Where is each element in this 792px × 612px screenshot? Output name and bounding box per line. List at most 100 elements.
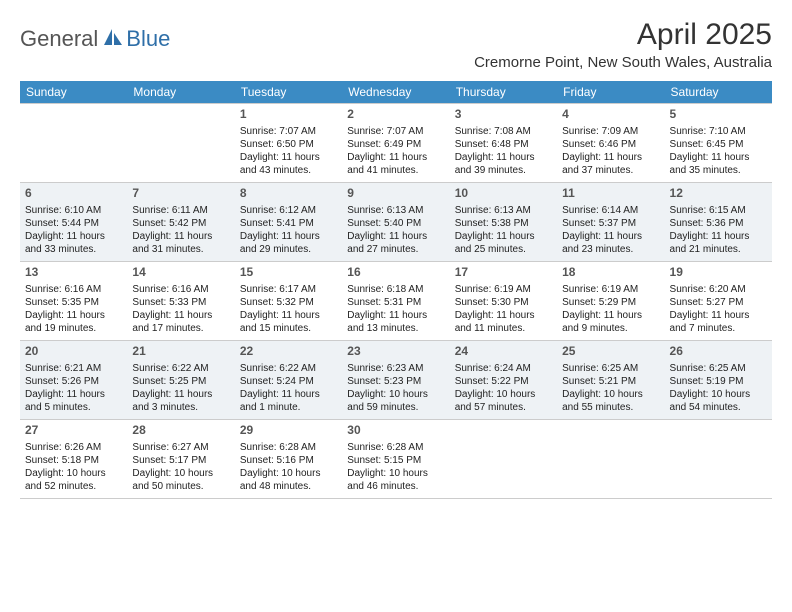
sunset-text: Sunset: 5:22 PM [455,375,552,388]
day2-text: and 21 minutes. [670,243,767,256]
sunset-text: Sunset: 5:16 PM [240,454,337,467]
logo-sail-icon [102,27,124,52]
sunset-text: Sunset: 5:25 PM [132,375,229,388]
day2-text: and 52 minutes. [25,480,122,493]
day-number: 5 [670,107,767,123]
sunset-text: Sunset: 5:21 PM [562,375,659,388]
sunrise-text: Sunrise: 6:11 AM [132,204,229,217]
calendar-cell: 3Sunrise: 7:08 AMSunset: 6:48 PMDaylight… [450,104,557,182]
day1-text: Daylight: 11 hours [240,309,337,322]
calendar-cell: 15Sunrise: 6:17 AMSunset: 5:32 PMDayligh… [235,262,342,340]
day-number: 12 [670,186,767,202]
calendar-cell: 6Sunrise: 6:10 AMSunset: 5:44 PMDaylight… [20,183,127,261]
day2-text: and 59 minutes. [347,401,444,414]
sunrise-text: Sunrise: 7:07 AM [347,125,444,138]
sunrise-text: Sunrise: 6:13 AM [347,204,444,217]
day2-text: and 23 minutes. [562,243,659,256]
day2-text: and 31 minutes. [132,243,229,256]
day2-text: and 48 minutes. [240,480,337,493]
weekday-header-row: Sunday Monday Tuesday Wednesday Thursday… [20,81,772,103]
sunset-text: Sunset: 5:17 PM [132,454,229,467]
day-number: 23 [347,344,444,360]
calendar-cell [20,104,127,182]
calendar-cell: 24Sunrise: 6:24 AMSunset: 5:22 PMDayligh… [450,341,557,419]
calendar-cell: 7Sunrise: 6:11 AMSunset: 5:42 PMDaylight… [127,183,234,261]
sunset-text: Sunset: 5:44 PM [25,217,122,230]
title-block: April 2025 Cremorne Point, New South Wal… [474,18,772,71]
sunrise-text: Sunrise: 6:28 AM [347,441,444,454]
day-number: 18 [562,265,659,281]
day1-text: Daylight: 11 hours [347,151,444,164]
day1-text: Daylight: 11 hours [455,151,552,164]
day2-text: and 57 minutes. [455,401,552,414]
day-number: 28 [132,423,229,439]
day1-text: Daylight: 11 hours [670,151,767,164]
sunrise-text: Sunrise: 6:12 AM [240,204,337,217]
sunrise-text: Sunrise: 6:16 AM [25,283,122,296]
day1-text: Daylight: 10 hours [670,388,767,401]
calendar-cell: 30Sunrise: 6:28 AMSunset: 5:15 PMDayligh… [342,420,449,498]
day1-text: Daylight: 11 hours [132,388,229,401]
day2-text: and 37 minutes. [562,164,659,177]
day-number: 3 [455,107,552,123]
day-number: 20 [25,344,122,360]
day-number: 25 [562,344,659,360]
week-row: 1Sunrise: 7:07 AMSunset: 6:50 PMDaylight… [20,103,772,183]
day1-text: Daylight: 11 hours [240,230,337,243]
day2-text: and 33 minutes. [25,243,122,256]
day2-text: and 54 minutes. [670,401,767,414]
day-number: 14 [132,265,229,281]
sunrise-text: Sunrise: 7:10 AM [670,125,767,138]
calendar-cell: 9Sunrise: 6:13 AMSunset: 5:40 PMDaylight… [342,183,449,261]
sunrise-text: Sunrise: 6:23 AM [347,362,444,375]
calendar-cell: 22Sunrise: 6:22 AMSunset: 5:24 PMDayligh… [235,341,342,419]
day2-text: and 5 minutes. [25,401,122,414]
day2-text: and 35 minutes. [670,164,767,177]
day1-text: Daylight: 10 hours [132,467,229,480]
sunrise-text: Sunrise: 6:14 AM [562,204,659,217]
header: General Blue April 2025 Cremorne Point, … [20,18,772,71]
calendar-cell: 26Sunrise: 6:25 AMSunset: 5:19 PMDayligh… [665,341,772,419]
day1-text: Daylight: 11 hours [562,309,659,322]
day1-text: Daylight: 10 hours [25,467,122,480]
day2-text: and 41 minutes. [347,164,444,177]
calendar-cell: 4Sunrise: 7:09 AMSunset: 6:46 PMDaylight… [557,104,664,182]
day1-text: Daylight: 11 hours [25,309,122,322]
sunset-text: Sunset: 5:33 PM [132,296,229,309]
weekday-thursday: Thursday [450,81,557,103]
day2-text: and 27 minutes. [347,243,444,256]
calendar-cell [557,420,664,498]
sunrise-text: Sunrise: 6:13 AM [455,204,552,217]
location-text: Cremorne Point, New South Wales, Austral… [474,54,772,71]
day2-text: and 43 minutes. [240,164,337,177]
calendar-cell: 28Sunrise: 6:27 AMSunset: 5:17 PMDayligh… [127,420,234,498]
day2-text: and 46 minutes. [347,480,444,493]
sunset-text: Sunset: 5:38 PM [455,217,552,230]
sunset-text: Sunset: 5:42 PM [132,217,229,230]
sunrise-text: Sunrise: 6:21 AM [25,362,122,375]
sunset-text: Sunset: 6:45 PM [670,138,767,151]
sunrise-text: Sunrise: 6:17 AM [240,283,337,296]
calendar-cell: 2 Sunrise: 7:07 AMSunset: 6:49 PMDaylight… [342,104,449,182]
day-number: 17 [455,265,552,281]
calendar-cell: 13Sunrise: 6:16 AMSunset: 5:35 PMDayligh… [20,262,127,340]
sunset-text: Sunset: 5:23 PM [347,375,444,388]
sunset-text: Sunset: 5:40 PM [347,217,444,230]
sunrise-text: Sunrise: 6:26 AM [25,441,122,454]
sunset-text: Sunset: 5:41 PM [240,217,337,230]
weekday-friday: Friday [557,81,664,103]
day2-text: and 13 minutes. [347,322,444,335]
calendar-cell: 25Sunrise: 6:25 AMSunset: 5:21 PMDayligh… [557,341,664,419]
day-number: 2 [347,107,444,123]
day-number: 21 [132,344,229,360]
sunset-text: Sunset: 6:49 PM [347,138,444,151]
sunset-text: Sunset: 6:46 PM [562,138,659,151]
day-number: 4 [562,107,659,123]
day-number: 1 [240,107,337,123]
day1-text: Daylight: 10 hours [240,467,337,480]
day-number: 22 [240,344,337,360]
sunrise-text: Sunrise: 6:19 AM [562,283,659,296]
calendar-cell: 11Sunrise: 6:14 AMSunset: 5:37 PMDayligh… [557,183,664,261]
sunrise-text: Sunrise: 7:08 AM [455,125,552,138]
day2-text: and 50 minutes. [132,480,229,493]
